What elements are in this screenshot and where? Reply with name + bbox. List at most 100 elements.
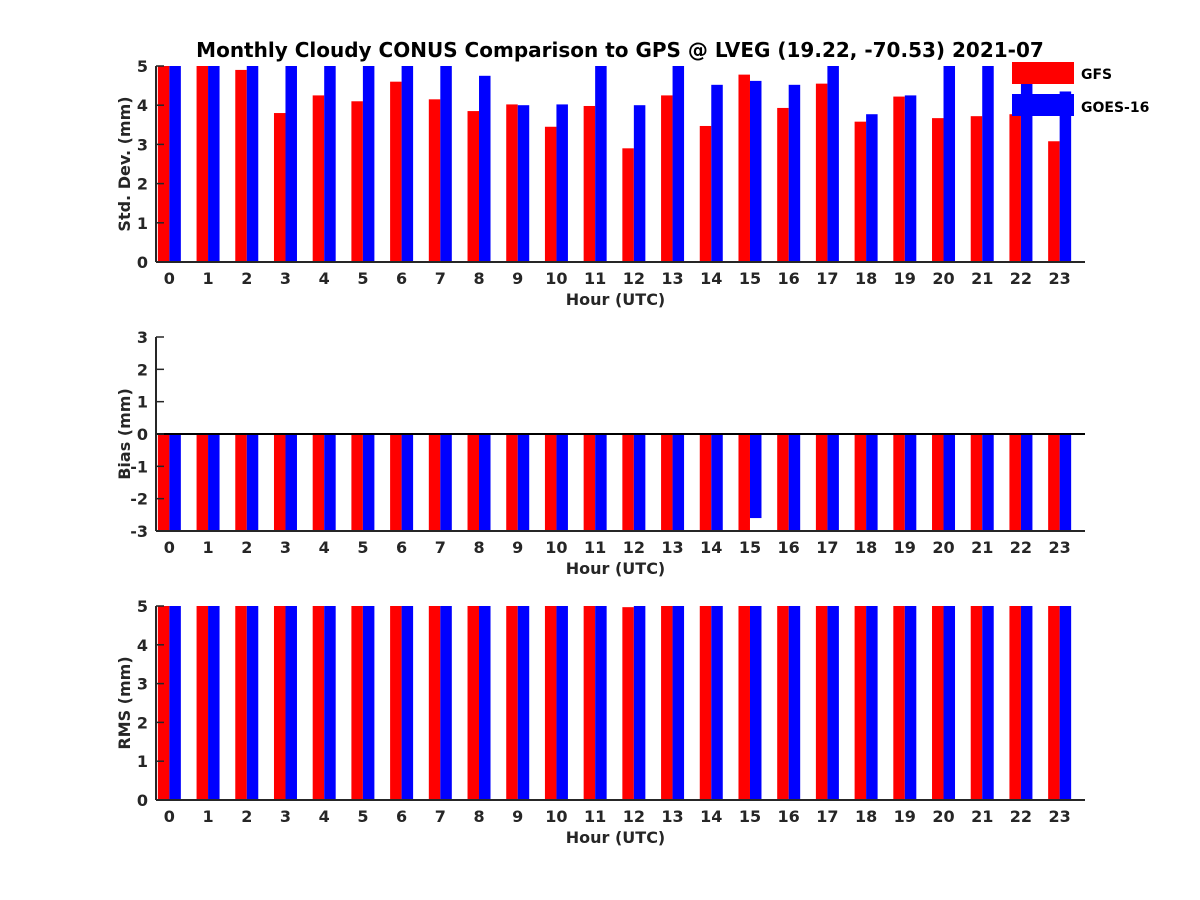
bias-bar-goes16-13 xyxy=(672,434,685,531)
std-x-tick-label: 18 xyxy=(855,269,877,288)
std-bar-goes16-19 xyxy=(904,95,917,263)
bias-x-tick-label: 19 xyxy=(894,538,916,557)
std-bar-gfs-9 xyxy=(506,104,518,262)
std-bar-goes16-20 xyxy=(943,66,956,262)
bias-bar-gfs-23 xyxy=(1048,434,1060,531)
std-bar-gfs-17 xyxy=(815,83,828,262)
rms-y-tick-label: 0 xyxy=(137,791,148,810)
bias-bar-goes16-3 xyxy=(285,434,297,531)
rms-x-tick-label: 3 xyxy=(280,807,291,826)
bias-bar-goes16-20 xyxy=(943,434,956,531)
bias-bar-gfs-18 xyxy=(854,434,867,531)
bias-x-tick-label: 6 xyxy=(396,538,407,557)
bias-bar-goes16-10 xyxy=(556,434,568,531)
std-x-tick-label: 20 xyxy=(932,269,954,288)
std-bar-goes16-14 xyxy=(711,84,723,262)
rms-x-tick-label: 7 xyxy=(435,807,446,826)
rms-bar-gfs-0 xyxy=(157,606,170,800)
bias-bar-goes16-19 xyxy=(904,434,917,531)
rms-bar-gfs-17 xyxy=(815,606,828,800)
std-x-tick-label: 6 xyxy=(396,269,407,288)
rms-x-tick-label: 5 xyxy=(357,807,368,826)
std-x-tick-label: 11 xyxy=(584,269,606,288)
rms-bar-gfs-1 xyxy=(196,606,209,800)
rms-x-tick-label: 10 xyxy=(545,807,567,826)
rms-bar-gfs-16 xyxy=(777,606,789,800)
rms-x-tick-label: 9 xyxy=(512,807,523,826)
std-bar-goes16-22 xyxy=(1020,66,1033,262)
bias-y-tick-label: -1 xyxy=(130,457,148,476)
rms-x-tick-label: 20 xyxy=(932,807,954,826)
rms-bar-gfs-4 xyxy=(312,606,325,800)
std-y-tick-label: 1 xyxy=(137,214,148,233)
bias-x-tick-label: 23 xyxy=(1049,538,1071,557)
bias-bar-gfs-16 xyxy=(777,434,789,531)
rms-x-tick-label: 16 xyxy=(778,807,800,826)
rms-x-tick-label: 11 xyxy=(584,807,606,826)
std-x-tick-label: 9 xyxy=(512,269,523,288)
std-bar-goes16-7 xyxy=(440,66,452,262)
rms-bar-goes16-17 xyxy=(827,606,839,800)
std-bar-goes16-16 xyxy=(788,84,801,262)
std-x-tick-label: 10 xyxy=(545,269,567,288)
std-bar-goes16-23 xyxy=(1059,91,1072,262)
rms-bar-goes16-0 xyxy=(169,606,181,800)
bias-x-tick-label: 5 xyxy=(357,538,368,557)
std-y-tick-label: 2 xyxy=(137,175,148,194)
rms-bar-goes16-3 xyxy=(285,606,297,800)
std-y-tick-label: 4 xyxy=(137,96,148,115)
rms-bar-goes16-22 xyxy=(1020,606,1033,800)
bias-bar-goes16-14 xyxy=(711,434,723,531)
std-bar-goes16-18 xyxy=(866,114,878,262)
bias-y-tick-label: 0 xyxy=(137,425,148,444)
std-bar-goes16-21 xyxy=(982,66,994,262)
bias-bar-goes16-11 xyxy=(595,434,607,531)
std-x-axis-label: Hour (UTC) xyxy=(566,290,666,309)
std-x-tick-label: 12 xyxy=(623,269,645,288)
bias-bar-gfs-3 xyxy=(273,434,286,531)
legend-swatch-gfs xyxy=(1012,62,1074,84)
bias-bar-gfs-6 xyxy=(390,434,402,531)
std-x-tick-label: 1 xyxy=(202,269,213,288)
rms-bar-gfs-15 xyxy=(738,606,750,800)
bias-bar-gfs-22 xyxy=(1009,434,1021,531)
std-bar-gfs-19 xyxy=(893,96,905,263)
rms-bar-gfs-18 xyxy=(854,606,867,800)
std-bar-gfs-1 xyxy=(196,66,209,262)
rms-x-tick-label: 1 xyxy=(202,807,213,826)
std-bar-gfs-0 xyxy=(157,66,170,262)
rms-bar-goes16-11 xyxy=(595,606,607,800)
std-bar-goes16-13 xyxy=(672,66,685,262)
std-bar-gfs-10 xyxy=(544,126,557,262)
bias-y-tick-label: -3 xyxy=(130,522,148,541)
bias-bar-gfs-5 xyxy=(351,434,363,531)
std-bar-gfs-16 xyxy=(777,107,789,262)
std-bar-goes16-3 xyxy=(285,66,297,262)
rms-bar-gfs-2 xyxy=(235,606,247,800)
legend-label-goes16: GOES-16 xyxy=(1081,100,1149,116)
bias-x-tick-label: 20 xyxy=(932,538,954,557)
rms-bar-gfs-14 xyxy=(699,606,712,800)
bias-bar-gfs-21 xyxy=(970,434,983,531)
rms-x-tick-label: 14 xyxy=(700,807,722,826)
rms-x-tick-label: 17 xyxy=(816,807,838,826)
bias-x-tick-label: 9 xyxy=(512,538,523,557)
rms-x-tick-label: 8 xyxy=(473,807,484,826)
bias-bar-goes16-4 xyxy=(324,434,336,531)
rms-x-tick-label: 12 xyxy=(623,807,645,826)
rms-bar-goes16-12 xyxy=(633,606,646,800)
bias-bar-goes16-16 xyxy=(788,434,801,531)
std-y-tick-label: 5 xyxy=(137,57,148,76)
std-bar-gfs-7 xyxy=(428,99,441,262)
std-x-tick-label: 7 xyxy=(435,269,446,288)
bias-bar-gfs-14 xyxy=(699,434,712,531)
std-x-tick-label: 4 xyxy=(319,269,330,288)
std-x-tick-label: 3 xyxy=(280,269,291,288)
rms-bar-goes16-8 xyxy=(479,606,491,800)
std-bar-goes16-15 xyxy=(749,80,762,262)
bias-bar-gfs-12 xyxy=(622,434,634,531)
bias-y-axis-label: Bias (mm) xyxy=(115,388,134,480)
std-bar-gfs-12 xyxy=(622,148,634,262)
chart-title: Monthly Cloudy CONUS Comparison to GPS @… xyxy=(196,38,1044,62)
